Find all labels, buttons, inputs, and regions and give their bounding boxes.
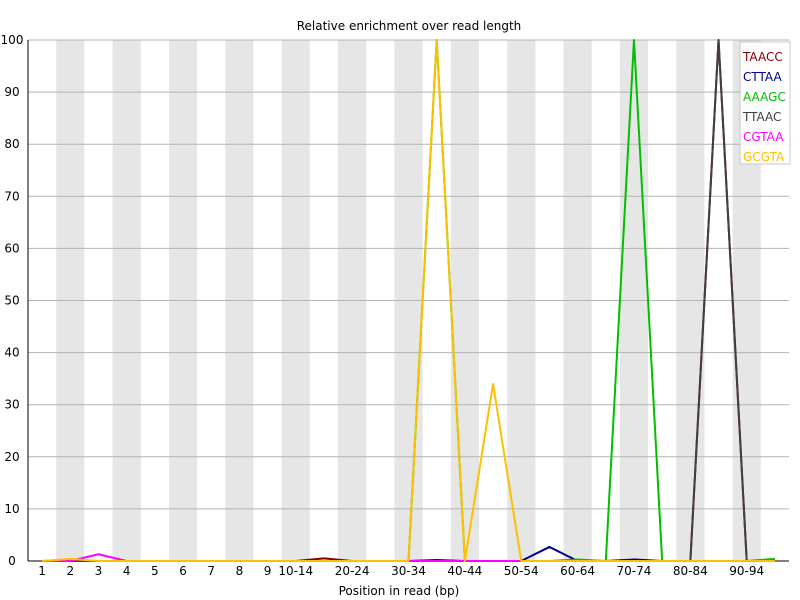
- x-tick-label: 90-94: [729, 564, 764, 578]
- y-tick-label: 100: [1, 33, 24, 47]
- x-tick-labels: 1 2 3 4 5 6 7 8 9 10-14 20-24 30-34 40-44 50-54 60-64 7…: [38, 564, 764, 578]
- legend-box: [739, 41, 791, 165]
- x-tick-label: 4: [123, 564, 131, 578]
- x-tick-label: 5: [151, 564, 159, 578]
- y-tick-label: 40: [4, 346, 19, 360]
- series-line-gcgta: [42, 39, 775, 562]
- series-lines: [42, 39, 775, 562]
- legend-entry: CTTAA: [743, 70, 782, 84]
- y-tick-label: 20: [4, 450, 19, 464]
- x-tick-label: 8: [236, 564, 244, 578]
- x-tick-label: 80-84: [673, 564, 708, 578]
- legend-entry: GCGTA: [743, 150, 785, 164]
- x-axis-label: Position in read (bp): [339, 584, 460, 598]
- x-tick-label: 30-34: [391, 564, 426, 578]
- x-tick-label: 2: [66, 564, 74, 578]
- legend-entry: CGTAA: [743, 130, 784, 144]
- y-tick-label: 0: [8, 554, 16, 568]
- x-tick-label: 70-74: [617, 564, 652, 578]
- chart-title: Relative enrichment over read length: [297, 19, 522, 33]
- y-tick-label: 80: [4, 137, 19, 151]
- y-tick-label: 60: [4, 241, 19, 255]
- x-tick-label: 20-24: [335, 564, 370, 578]
- legend: TAACC CTTAA AAAGC TTAAC CGTAA GCGTA: [739, 41, 791, 165]
- x-tick-label: 60-64: [560, 564, 595, 578]
- y-tick-label: 70: [4, 189, 19, 203]
- x-tick-label: 50-54: [504, 564, 539, 578]
- y-tick-label: 10: [4, 502, 19, 516]
- legend-entry: AAAGC: [743, 90, 786, 104]
- x-tick-label: 3: [95, 564, 103, 578]
- x-tick-label: 9: [264, 564, 272, 578]
- legend-entry: TTAAC: [742, 110, 781, 124]
- x-tick-label: 10-14: [278, 564, 313, 578]
- y-tick-label: 30: [4, 398, 19, 412]
- x-tick-label: 7: [207, 564, 215, 578]
- x-tick-label: 6: [179, 564, 187, 578]
- x-tick-label: 1: [38, 564, 46, 578]
- y-tick-label: 90: [4, 85, 19, 99]
- y-tick-label: 50: [4, 294, 19, 308]
- x-tick-label: 40-44: [447, 564, 482, 578]
- legend-entry: TAACC: [742, 50, 783, 64]
- y-tick-labels: 0 10 20 30 40 50 60 70 80 90 100: [1, 33, 24, 568]
